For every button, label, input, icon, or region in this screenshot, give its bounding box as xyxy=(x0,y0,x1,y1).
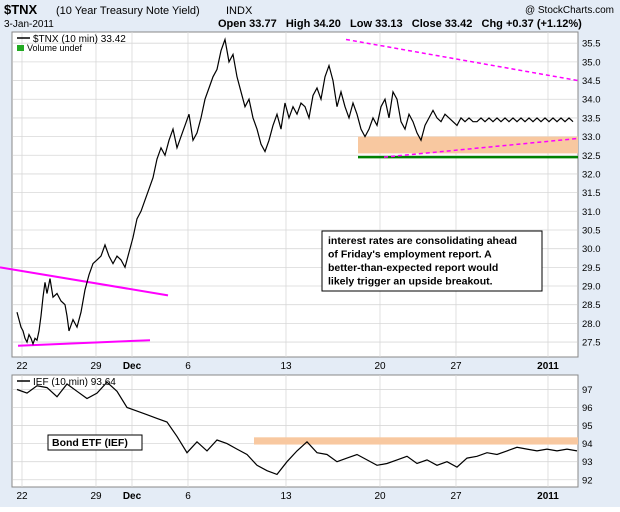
legend-price: $TNX (10 min) 33.42 xyxy=(33,34,126,45)
ief-x-axis: 22 29 Dec 6 13 20 27 2011 xyxy=(16,491,559,502)
x-tick-label: 20 xyxy=(374,361,386,372)
y-tick-label: 96 xyxy=(582,403,593,414)
y-tick-label: 33.5 xyxy=(582,113,601,124)
consolidation-zone xyxy=(358,136,578,154)
y-tick-label: 94 xyxy=(582,439,593,450)
ief-label-box xyxy=(47,434,143,451)
main-panel xyxy=(11,31,579,358)
x-tick-label: 20 xyxy=(374,491,386,502)
x-tick-label: 29 xyxy=(90,361,102,372)
main-x-axis: 22 29 Dec 6 13 20 27 2011 xyxy=(16,361,559,372)
y-tick-label: 31.5 xyxy=(582,188,601,199)
x-tick-label: 13 xyxy=(280,491,292,502)
main-y-axis: 27.5 28.0 28.5 29.0 29.5 30.0 30.5 31.0 31.5 32.0… xyxy=(582,39,601,349)
y-tick-label: 28.0 xyxy=(582,319,601,330)
legend-volume-swatch xyxy=(17,45,24,51)
y-tick-label: 29.0 xyxy=(582,282,601,293)
chart-date: 3-Jan-2011 xyxy=(4,19,54,30)
y-tick-label: 93 xyxy=(582,457,593,468)
y-tick-label: 28.5 xyxy=(582,300,601,311)
x-tick-label: 27 xyxy=(450,361,462,372)
x-tick-label: 6 xyxy=(185,361,191,372)
ief-resistance-zone xyxy=(254,437,578,445)
x-tick-label: 29 xyxy=(90,491,102,502)
tnx-price-line xyxy=(16,37,574,346)
right-upper-trendline xyxy=(345,38,579,82)
x-tick-label: 27 xyxy=(450,491,462,502)
ief-price-line xyxy=(16,381,578,476)
y-tick-label: 31.0 xyxy=(582,207,601,218)
annotation-line: better-than-expected report would xyxy=(328,262,498,274)
y-tick-label: 35.0 xyxy=(582,57,601,68)
y-tick-label: 92 xyxy=(582,475,593,486)
ief-label: Bond ETF (IEF) xyxy=(52,437,128,449)
source-label: @ StockCharts.com xyxy=(525,5,614,16)
x-tick-label: 22 xyxy=(16,491,28,502)
y-tick-label: 27.5 xyxy=(582,338,601,349)
x-tick-label: 6 xyxy=(185,491,191,502)
x-tick-label: Dec xyxy=(123,491,142,502)
symbol-title: $TNX xyxy=(4,2,38,17)
x-tick-label: 13 xyxy=(280,361,292,372)
legend-volume: Volume undef xyxy=(27,43,83,53)
y-tick-label: 32.0 xyxy=(582,169,601,180)
y-tick-label: 95 xyxy=(582,421,593,432)
annotation-line: interest rates are consolidating ahead xyxy=(328,235,517,247)
x-tick-label: 2011 xyxy=(537,361,559,372)
exchange-label: INDX xyxy=(226,5,253,17)
x-tick-label: 2011 xyxy=(537,491,559,502)
ief-y-axis: 92 93 94 95 96 97 xyxy=(582,385,593,486)
ief-legend: IEF (10 min) 93.64 xyxy=(33,377,116,388)
annotation-line: of Friday's employment report. A xyxy=(328,249,492,261)
y-tick-label: 35.5 xyxy=(582,39,601,50)
y-tick-label: 33.0 xyxy=(582,132,601,143)
annotation-line: likely trigger an upside breakout. xyxy=(328,276,493,288)
y-tick-label: 34.5 xyxy=(582,76,601,87)
x-tick-label: 22 xyxy=(16,361,28,372)
y-tick-label: 30.0 xyxy=(582,244,601,255)
y-tick-label: 29.5 xyxy=(582,263,601,274)
annotation-text: interest rates are consolidating ahead of… xyxy=(328,235,517,288)
ohlc-summary: Open 33.77 High 34.20 Low 33.13 Close 33… xyxy=(218,18,582,30)
symbol-description: (10 Year Treasury Note Yield) xyxy=(56,5,200,17)
ief-panel xyxy=(11,374,579,488)
y-tick-label: 32.5 xyxy=(582,151,601,162)
y-tick-label: 30.5 xyxy=(582,225,601,236)
y-tick-label: 97 xyxy=(582,385,593,396)
annotation-box xyxy=(321,230,543,292)
left-lower-trendline xyxy=(17,339,151,347)
x-tick-label: Dec xyxy=(123,361,142,372)
left-upper-trendline xyxy=(0,266,169,297)
y-tick-label: 34.0 xyxy=(582,95,601,106)
right-lower-trendline xyxy=(383,137,579,158)
